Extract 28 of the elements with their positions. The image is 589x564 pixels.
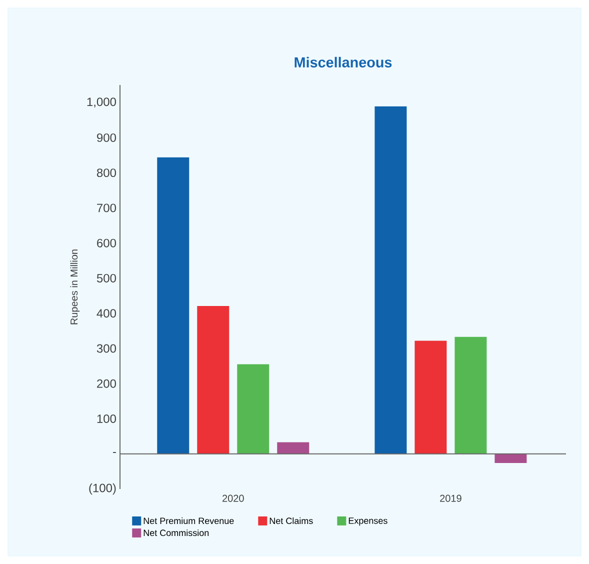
- bar: [494, 454, 527, 463]
- y-tick-label: 700: [97, 204, 116, 212]
- bar: [277, 442, 310, 454]
- y-tick-label: 900: [97, 133, 116, 142]
- chart-title: Miscellaneous: [294, 56, 392, 68]
- bar: [157, 157, 190, 454]
- y-tick-label: 1,000: [87, 98, 116, 108]
- legend-label: Net Claims: [270, 517, 313, 524]
- y-tick-label: 100: [97, 414, 116, 423]
- bar: [237, 364, 270, 454]
- y-tick-label: 200: [97, 379, 116, 388]
- legend-label: Expenses: [348, 518, 388, 526]
- x-tick-label: 2020: [222, 494, 244, 502]
- y-tick-label: 800: [96, 168, 116, 178]
- legend-label: Net Commission: [144, 529, 209, 536]
- legend-label: Net Premium Revenue: [144, 517, 234, 524]
- y-tick-label: -: [113, 452, 116, 453]
- y-tick-label: 300: [96, 344, 116, 353]
- y-tick-label: 400: [96, 309, 116, 318]
- y-tick-label: (100): [89, 483, 116, 495]
- x-tick-label: 2019: [440, 494, 462, 502]
- bar: [197, 306, 230, 454]
- y-tick-label: 500: [96, 274, 116, 282]
- y-tick-label: 600: [97, 238, 116, 248]
- bar: [454, 336, 487, 454]
- y-axis-title: Rupees in Million: [70, 250, 80, 324]
- bar: [374, 106, 407, 454]
- bar: [414, 340, 447, 454]
